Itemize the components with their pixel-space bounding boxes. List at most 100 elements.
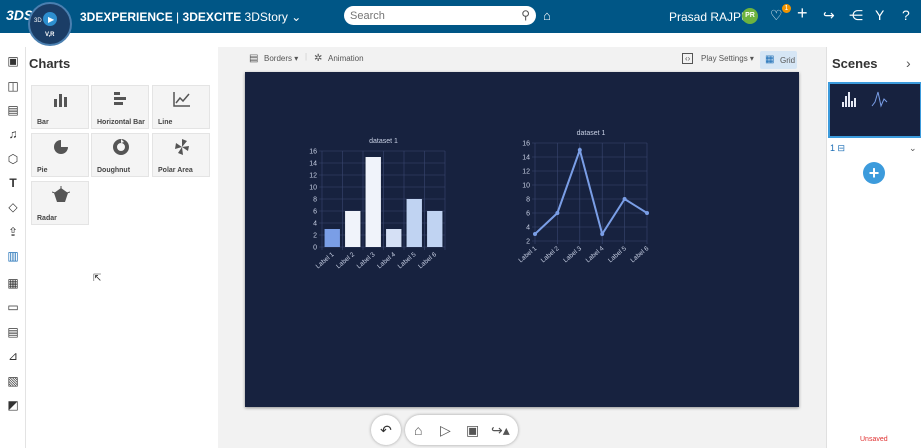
scene-number[interactable]: 1 ⊟ xyxy=(830,143,846,153)
play-settings-button[interactable]: Play Settings ▾ xyxy=(701,54,754,63)
y-tick-label: 16 xyxy=(309,149,317,156)
frame-icon[interactable]: ◩ xyxy=(7,398,19,412)
add-icon[interactable]: + xyxy=(797,3,808,23)
pie-chart-icon xyxy=(32,138,90,162)
x-tick-label: Label 4 xyxy=(585,245,606,264)
chevron-down-icon: ⌄ xyxy=(291,10,302,24)
y-tick-label: 12 xyxy=(309,173,317,180)
notification-icon[interactable]: ♡ xyxy=(770,7,783,23)
y-tick-label: 4 xyxy=(313,221,317,228)
music-icon[interactable]: ♫ xyxy=(8,127,18,141)
shapes-icon[interactable]: ◇ xyxy=(8,200,18,214)
data-point xyxy=(622,197,627,201)
undo-button[interactable]: ↶ xyxy=(371,415,401,445)
animation-icon[interactable]: ✲ xyxy=(314,53,323,64)
play-settings-icon[interactable]: ‹› xyxy=(682,53,694,64)
tile-label: Doughnut xyxy=(97,167,131,174)
horizontal-bar-chart-icon xyxy=(92,90,150,114)
y-tick-label: 10 xyxy=(309,185,317,192)
play-icon[interactable]: ▷ xyxy=(440,422,451,438)
user-name[interactable]: Prasad RAJPUT xyxy=(669,10,758,24)
text-icon[interactable]: T xyxy=(9,176,17,190)
scene-number-value: 1 xyxy=(830,143,836,153)
chart-tile-pie[interactable]: Pie xyxy=(31,133,89,177)
grid-toggle-button[interactable]: ▦ Grid xyxy=(760,51,797,69)
y-tick-label: 14 xyxy=(309,161,317,168)
tile-label: Radar xyxy=(37,215,57,222)
bar-chart-icon xyxy=(32,90,90,114)
app-name: 3DEXCITE xyxy=(182,10,242,24)
polar-area-chart-icon xyxy=(153,138,211,162)
bar xyxy=(324,229,340,247)
y-tick-label: 8 xyxy=(526,197,530,204)
save-icon[interactable]: ▣ xyxy=(466,422,480,438)
bar xyxy=(427,211,443,247)
screen-icon[interactable]: ▭ xyxy=(7,300,19,314)
app-title[interactable]: 3DEXPERIENCE | 3DEXCITE 3DStory ⌄ xyxy=(80,10,301,24)
line-chart-icon xyxy=(153,90,211,114)
x-tick-label: Label 5 xyxy=(397,251,418,270)
x-tick-label: Label 1 xyxy=(517,245,538,264)
image-icon[interactable]: ▣ xyxy=(7,54,19,68)
add-scene-button[interactable]: + xyxy=(863,162,885,184)
help-icon[interactable]: ? xyxy=(902,7,910,23)
borders-icon[interactable]: ▤ xyxy=(249,53,259,64)
tag-icon[interactable]: ⌂ xyxy=(543,8,551,23)
tile-label: Polar Area xyxy=(158,167,193,174)
search-input[interactable] xyxy=(344,6,504,25)
mouse-cursor-icon: ⇱ xyxy=(93,273,102,284)
community-icon[interactable]: Y xyxy=(875,7,885,23)
compass-widget[interactable]: ▶ 3D V,R xyxy=(28,2,72,46)
chart-title: dataset 1 xyxy=(577,130,606,137)
animation-button[interactable]: Animation xyxy=(328,54,364,63)
compass-center xyxy=(43,12,57,26)
chevron-right-icon[interactable]: › xyxy=(906,55,911,71)
tile-label: Horizontal Bar xyxy=(97,119,145,126)
layout-icon[interactable]: ▦ xyxy=(7,276,19,290)
borders-label: Borders xyxy=(264,54,293,63)
charts-icon[interactable]: ▥ xyxy=(7,249,19,263)
chart-tile-radar[interactable]: Radar xyxy=(31,181,89,225)
y-tick-label: 0 xyxy=(313,245,317,252)
chart-tile-bar[interactable]: Bar xyxy=(31,85,89,129)
home-icon[interactable]: ⌂ xyxy=(414,422,423,438)
chart-tile-doughnut[interactable]: Doughnut xyxy=(91,133,149,177)
story-canvas[interactable]: dataset 1 0 2 4 6 8 10 12 14 16 Label 1 Label 2 Labe… xyxy=(245,72,799,407)
scene-thumbnail[interactable] xyxy=(828,82,921,138)
bottom-controls: ↶ ⌂ ▷ ▣ ↪▴ xyxy=(371,414,518,447)
borders-button[interactable]: Borders ▾ xyxy=(264,54,299,63)
panel-title: Charts xyxy=(29,56,71,71)
unsaved-status: Unsaved xyxy=(860,436,888,443)
x-tick-label: Label 3 xyxy=(562,245,583,264)
search-box[interactable]: ⚲ xyxy=(344,6,536,25)
transform-icon[interactable]: ⊿ xyxy=(7,349,19,363)
chevron-down-icon[interactable]: ⌄ xyxy=(909,143,917,153)
arrange-icon[interactable]: ▧ xyxy=(7,374,19,388)
media-icon[interactable]: ◫ xyxy=(7,79,19,93)
brand-name: 3DEXPERIENCE xyxy=(80,10,173,24)
chart-title: dataset 1 xyxy=(369,138,398,145)
video-icon[interactable]: ▤ xyxy=(7,103,19,117)
tile-label: Bar xyxy=(37,119,49,126)
chart-tile-horizontal-bar[interactable]: Horizontal Bar xyxy=(91,85,149,129)
share-icon[interactable]: ↪▴ xyxy=(491,422,510,438)
data-point xyxy=(533,232,537,236)
x-tick-label: Label 4 xyxy=(376,251,397,270)
search-icon[interactable]: ⚲ xyxy=(521,8,530,22)
chart-tile-polar-area[interactable]: Polar Area xyxy=(152,133,210,177)
y-tick-label: 2 xyxy=(526,239,530,246)
panel-icon[interactable]: ▤ xyxy=(7,325,19,339)
avatar[interactable]: PR xyxy=(742,8,758,24)
tile-label: Pie xyxy=(37,167,48,174)
notification-badge: 1 xyxy=(782,4,791,13)
share-icon[interactable]: ↪ xyxy=(823,7,835,23)
network-icon[interactable]: ⋲ xyxy=(849,7,863,23)
data-point xyxy=(600,232,605,236)
radar-chart-icon xyxy=(32,186,90,210)
y-tick-label: 10 xyxy=(522,183,530,190)
upload-icon[interactable]: ⇪ xyxy=(7,225,19,239)
x-tick-label: Label 3 xyxy=(356,251,377,270)
chart-tile-line[interactable]: Line xyxy=(152,85,210,129)
y-tick-label: 16 xyxy=(522,141,530,148)
3d-object-icon[interactable]: ⬡ xyxy=(7,152,19,166)
